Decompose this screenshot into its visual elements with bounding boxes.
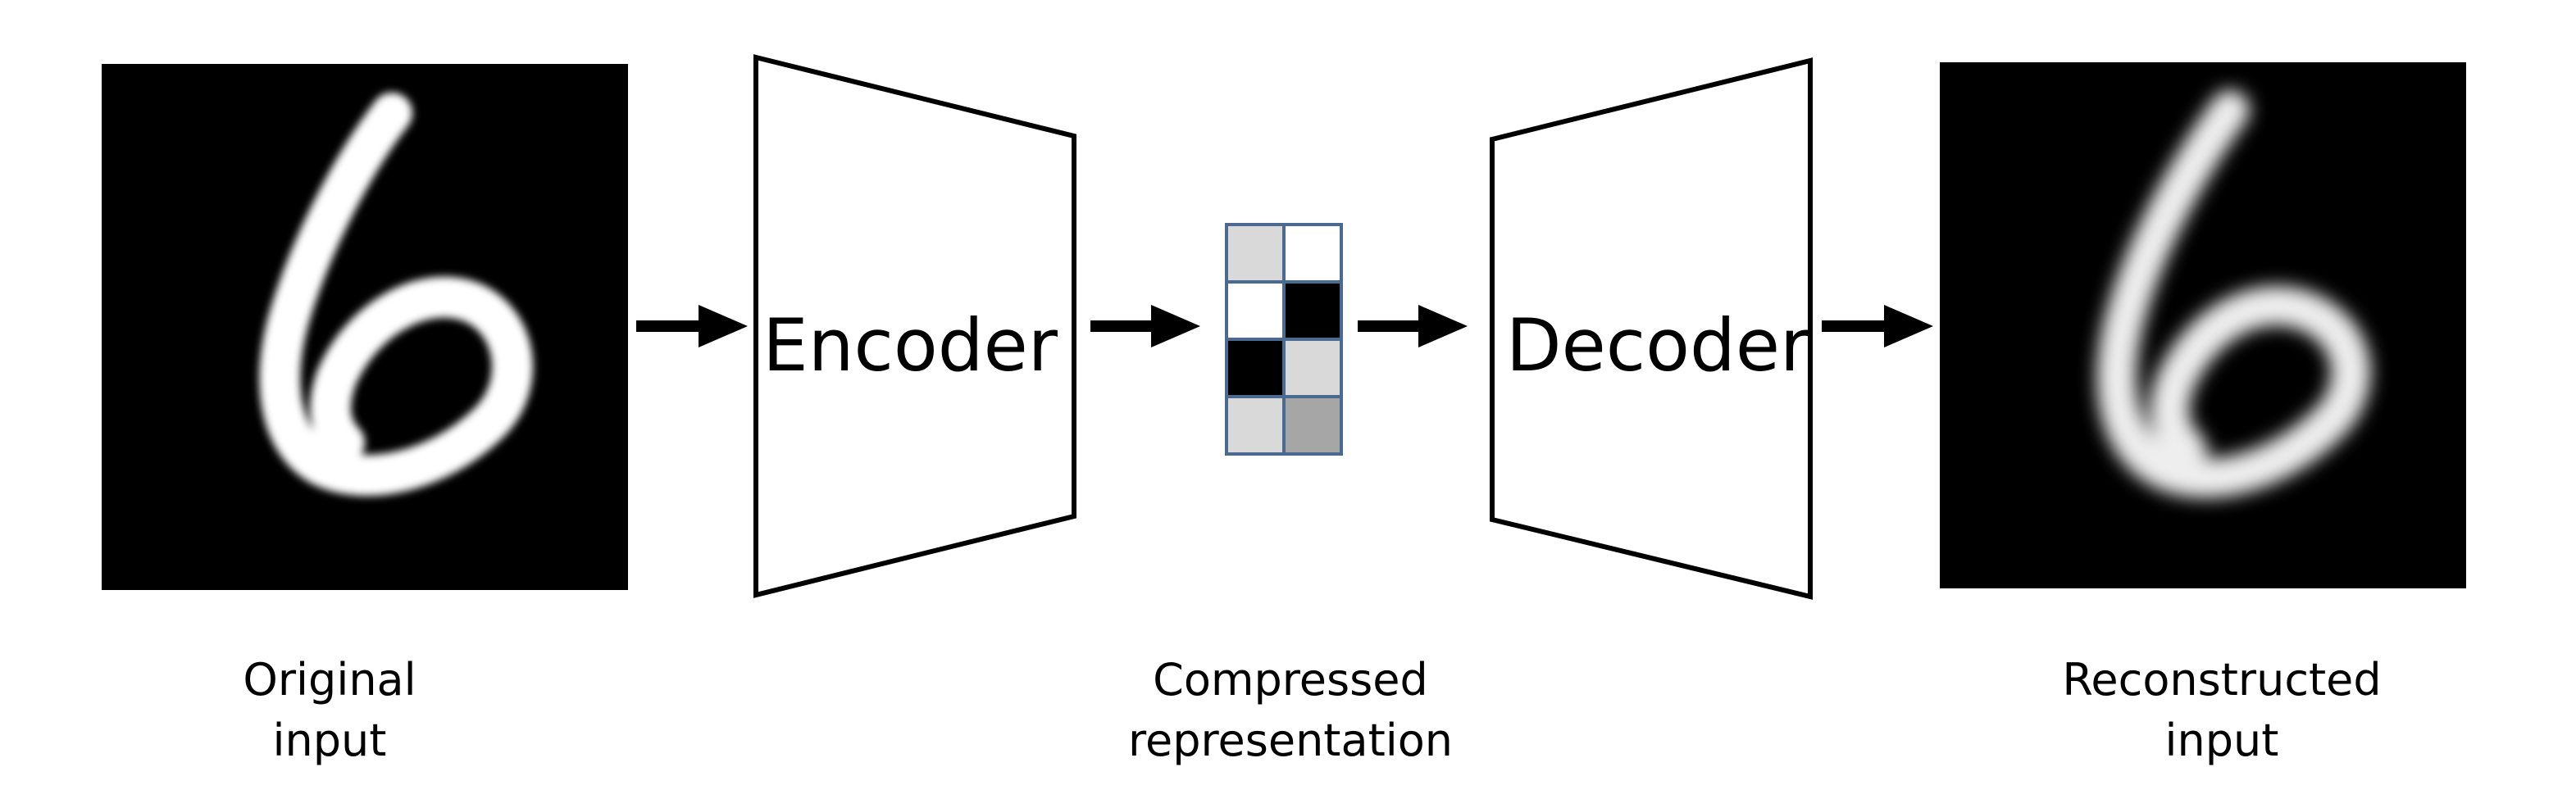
original-caption-line2: input [273, 715, 387, 766]
arrow-encoder-to-latent [1090, 305, 1200, 347]
reconstructed-caption-line1: Reconstructed [2062, 654, 2381, 706]
arrow-decoder-to-output [1822, 305, 1933, 347]
decoder-block: Decoder [1490, 57, 1813, 600]
arrow-latent-to-decoder [1358, 305, 1468, 347]
digit-six-original [259, 93, 533, 496]
original-caption-line1: Original [243, 654, 416, 706]
encoder-block: Encoder [753, 54, 1076, 598]
latent-cell [1282, 338, 1343, 398]
digit-six-reconstructed [2096, 90, 2371, 498]
decoder-label: Decoder [1506, 303, 1810, 388]
compressed-representation-grid [1225, 223, 1343, 456]
latent-cell [1225, 223, 1286, 284]
latent-cell [1282, 223, 1343, 284]
latent-cell [1282, 280, 1343, 341]
original-input-image [102, 64, 628, 590]
latent-cell [1282, 395, 1343, 456]
arrow-input-to-encoder [636, 305, 748, 347]
latent-cell [1225, 395, 1286, 456]
original-input-caption: Original input [243, 654, 416, 766]
reconstructed-input-caption: Reconstructed input [2062, 654, 2381, 766]
compressed-representation-caption: Compressed representation [1128, 654, 1453, 766]
compressed-caption-line1: Compressed [1153, 654, 1428, 706]
encoder-label: Encoder [762, 303, 1058, 388]
compressed-caption-line2: representation [1128, 715, 1453, 766]
reconstructed-input-image [1940, 62, 2466, 588]
latent-cell [1225, 280, 1286, 341]
latent-cell [1225, 338, 1286, 398]
reconstructed-caption-line2: input [2165, 715, 2279, 766]
